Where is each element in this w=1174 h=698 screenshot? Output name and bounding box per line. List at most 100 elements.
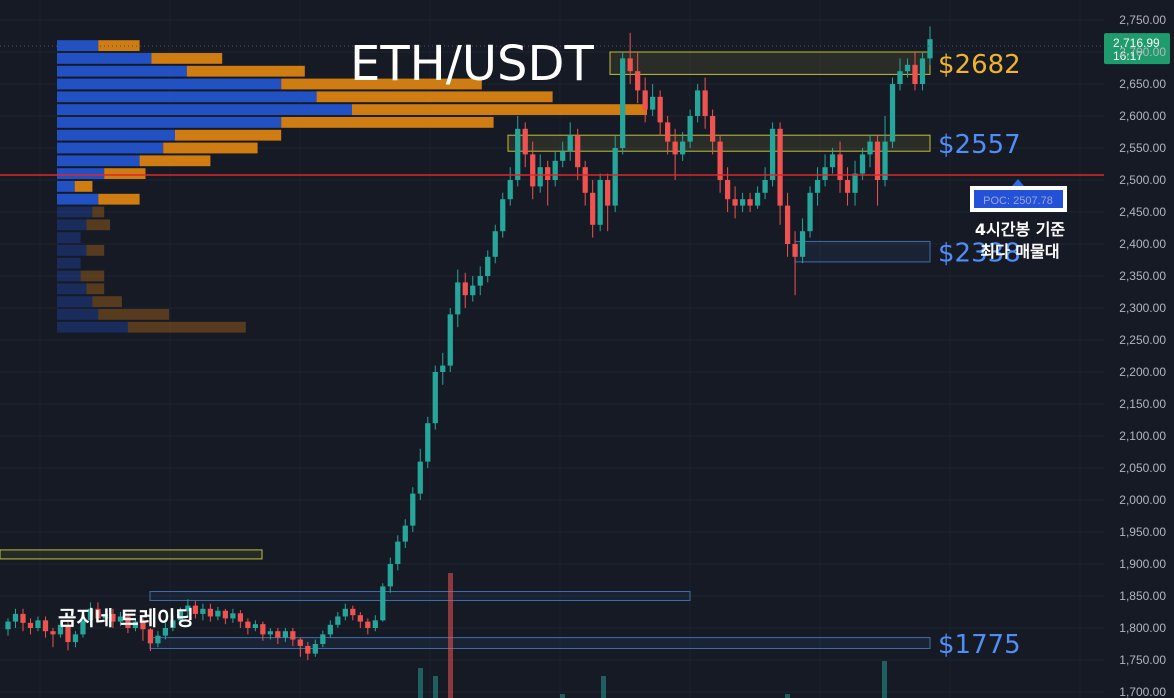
candle [447,308,453,372]
volume-profile-buy-bar [57,142,164,154]
candle-body [560,151,566,161]
candle [822,154,828,187]
candle-body [117,616,124,622]
candle-body [739,199,746,206]
candle [207,603,214,622]
volume-profile-buy-bar [57,129,175,141]
price-level-band [0,549,263,560]
candle-body [507,180,513,200]
candle [709,109,716,155]
y-tick-label: 2,750.00 [1119,13,1166,27]
volume-profile-buy-bar [57,78,282,90]
candle [455,269,461,328]
candle [470,276,476,302]
candle [425,416,431,468]
candle-body [230,613,236,619]
watermark-text: 곰지네 트레이딩 [58,606,194,630]
candle-body [95,608,101,619]
candle [695,84,701,123]
candle-body [552,160,558,180]
candle [410,487,416,532]
candle-body [245,621,251,628]
candle [665,116,671,155]
candle-body [500,199,506,232]
candle [590,180,596,238]
candle [222,608,229,625]
candle [522,122,528,168]
volume-bar [785,694,790,698]
candle-body [470,285,476,296]
candle [402,519,408,548]
candle-body [110,613,116,622]
y-tick-label: 1,800.00 [1119,621,1166,635]
candle [72,631,79,648]
volume-profile [57,40,647,333]
candle-body [35,620,41,628]
candle [597,173,603,232]
candle [267,628,273,640]
candle [185,599,191,617]
candle-body [522,128,528,155]
candle-body [365,621,371,628]
volume-profile-sell-bar [281,78,482,90]
y-tick-label: 1,900.00 [1119,557,1166,571]
volume-profile-sell-bar [104,168,146,179]
candle-body [852,173,858,193]
volume-profile-buy-bar [57,206,93,218]
y-tick-label: 2,350.00 [1119,269,1166,283]
price-level-band [149,637,931,649]
candle [335,612,341,628]
y-tick-label: 2,300.00 [1119,301,1166,315]
candle-body [432,372,438,424]
candle [799,218,806,264]
candle [507,167,513,206]
candle [537,154,543,193]
candle-body [575,135,581,168]
candle [27,618,34,635]
candle [12,608,19,628]
candle-body [874,141,881,180]
candle [320,630,326,648]
chart-title: ETH/USDT [350,36,594,92]
candle [582,160,588,206]
candle-body [215,610,221,617]
volume-profile-sell-bar [163,142,258,154]
candle-body [20,613,26,623]
volume-profile-buy-bar [57,53,152,64]
y-tick-label: 2,000.00 [1119,493,1166,507]
candle [492,224,498,264]
candle [867,135,873,168]
candle [117,612,124,627]
volume-profile-buy-bar [57,91,317,103]
volume-profile-sell-bar [86,283,105,295]
volume-profile-buy-bar [57,168,105,179]
volume-profile-sell-bar [86,245,105,256]
candle-body [395,541,401,564]
y-tick-label: 2,250.00 [1119,333,1166,347]
candle-body [515,128,521,180]
candle-body [897,71,903,84]
candle [889,77,896,148]
y-tick-label: 2,450.00 [1119,205,1166,219]
candle [155,631,161,648]
candle-body [410,493,416,526]
candle [747,192,753,212]
volume-profile-sell-bar [98,309,170,320]
volume-bar [601,676,606,698]
candle-body [829,154,836,168]
price-level-band [609,51,931,75]
volume-profile-buy-bar [57,219,87,231]
candle-body [57,624,64,635]
candle-body [680,141,686,155]
volume-profile-sell-bar [151,53,223,64]
candle [680,132,686,161]
candle-body [837,154,843,180]
price-level-bands: $2682 $2557 $2338 $1775 [0,50,1021,660]
candle [372,615,378,632]
candle [342,603,348,621]
candle-body [724,180,731,200]
candle [927,26,933,65]
candle [200,603,206,621]
candle-body [485,256,491,276]
candle [162,622,169,640]
